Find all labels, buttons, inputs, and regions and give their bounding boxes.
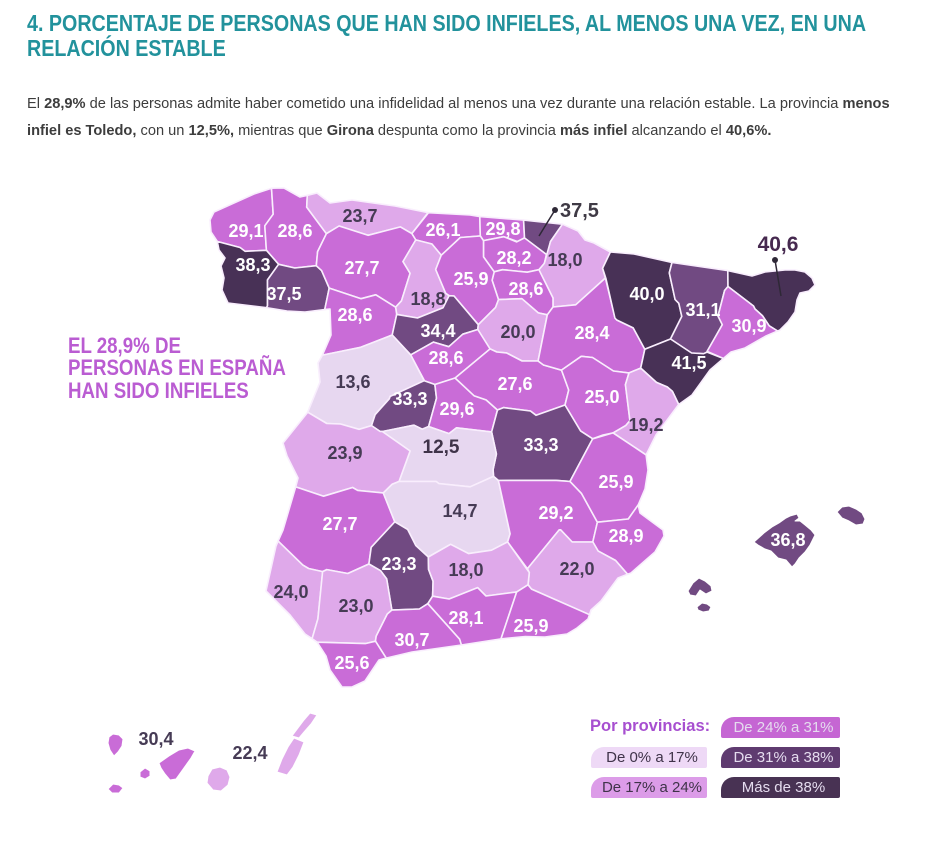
- svg-text:29,8: 29,8: [485, 219, 520, 239]
- svg-text:22,4: 22,4: [232, 743, 267, 763]
- svg-text:26,1: 26,1: [425, 220, 460, 240]
- svg-text:30,4: 30,4: [138, 729, 173, 749]
- svg-text:14,7: 14,7: [442, 501, 477, 521]
- svg-text:30,9: 30,9: [731, 316, 766, 336]
- svg-text:18,0: 18,0: [448, 560, 483, 580]
- svg-text:28,6: 28,6: [428, 348, 463, 368]
- svg-text:18,0: 18,0: [547, 250, 582, 270]
- svg-text:12,5: 12,5: [423, 437, 460, 458]
- svg-text:23,0: 23,0: [338, 596, 373, 616]
- svg-text:27,7: 27,7: [322, 514, 357, 534]
- svg-text:36,8: 36,8: [770, 530, 805, 550]
- svg-text:23,7: 23,7: [342, 206, 377, 226]
- svg-text:29,6: 29,6: [439, 399, 474, 419]
- svg-text:20,0: 20,0: [500, 322, 535, 342]
- svg-text:25,0: 25,0: [584, 387, 619, 407]
- svg-text:25,6: 25,6: [334, 653, 369, 673]
- svg-text:28,6: 28,6: [337, 305, 372, 325]
- svg-text:33,3: 33,3: [392, 389, 427, 409]
- svg-text:19,2: 19,2: [628, 415, 663, 435]
- svg-text:25,9: 25,9: [513, 616, 548, 636]
- svg-text:37,5: 37,5: [266, 284, 301, 304]
- svg-text:28,6: 28,6: [277, 221, 312, 241]
- svg-text:40,6: 40,6: [758, 233, 799, 256]
- svg-text:23,9: 23,9: [327, 443, 362, 463]
- svg-text:28,4: 28,4: [574, 323, 609, 343]
- svg-text:23,3: 23,3: [381, 554, 416, 574]
- svg-text:28,6: 28,6: [508, 279, 543, 299]
- svg-text:29,1: 29,1: [228, 221, 263, 241]
- svg-text:25,9: 25,9: [598, 472, 633, 492]
- svg-text:18,8: 18,8: [410, 289, 445, 309]
- svg-text:25,9: 25,9: [453, 269, 488, 289]
- svg-text:27,6: 27,6: [497, 374, 532, 394]
- svg-text:29,2: 29,2: [538, 503, 573, 523]
- svg-text:28,1: 28,1: [448, 608, 483, 628]
- svg-text:37,5: 37,5: [560, 200, 599, 222]
- svg-text:38,3: 38,3: [235, 255, 270, 275]
- svg-text:13,6: 13,6: [335, 372, 370, 392]
- svg-text:33,3: 33,3: [523, 435, 558, 455]
- svg-text:41,5: 41,5: [671, 353, 706, 373]
- svg-text:31,1: 31,1: [685, 300, 720, 320]
- svg-text:30,7: 30,7: [394, 630, 429, 650]
- svg-text:28,9: 28,9: [608, 526, 643, 546]
- svg-text:40,0: 40,0: [629, 284, 664, 304]
- svg-text:28,2: 28,2: [496, 248, 531, 268]
- svg-text:34,4: 34,4: [420, 321, 455, 341]
- svg-text:27,7: 27,7: [344, 258, 379, 278]
- svg-text:22,0: 22,0: [559, 559, 594, 579]
- svg-text:24,0: 24,0: [273, 582, 308, 602]
